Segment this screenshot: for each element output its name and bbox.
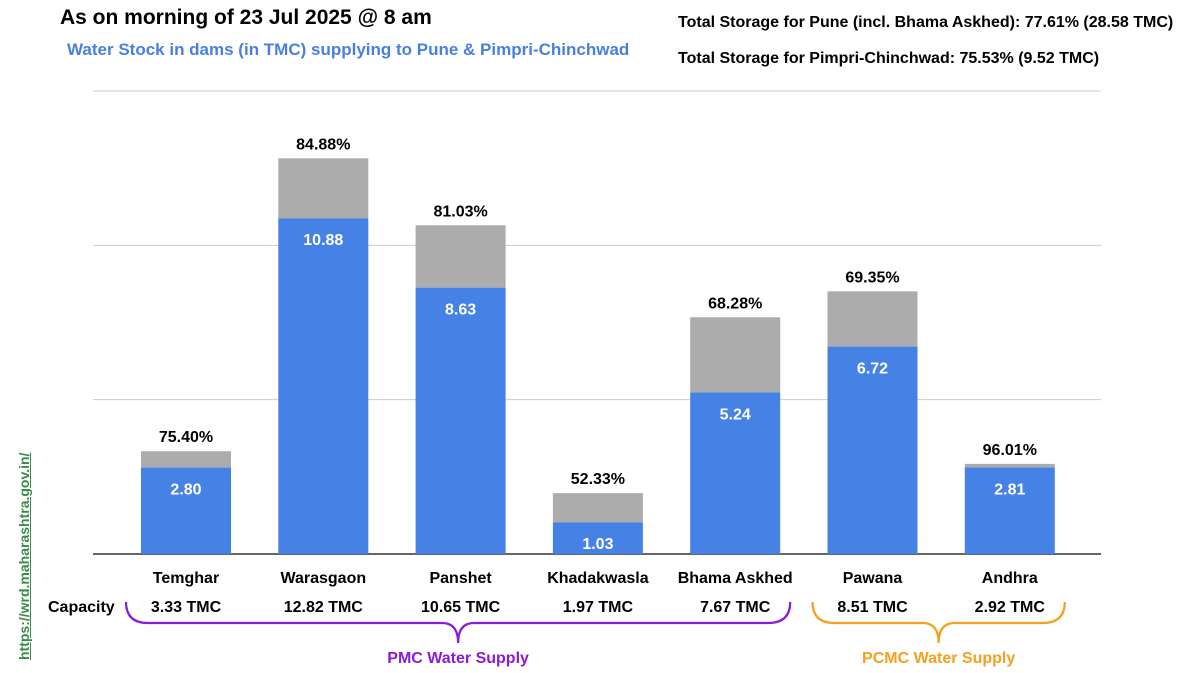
capacity-value-label: 10.65 TMC xyxy=(421,599,501,616)
category-label: Temghar xyxy=(153,570,219,587)
stock-value-label: 10.88 xyxy=(303,232,343,249)
category-label: Andhra xyxy=(982,570,1038,587)
chart-subtitle: Water Stock in dams (in TMC) supplying t… xyxy=(67,40,630,59)
category-label: Panshet xyxy=(429,570,492,587)
percent-label: 68.28% xyxy=(708,295,762,312)
percent-label: 96.01% xyxy=(983,442,1037,459)
category-label: Pawana xyxy=(843,570,903,587)
capacity-value-label: 12.82 TMC xyxy=(284,599,364,616)
category-label: Warasgaon xyxy=(280,570,366,587)
chart-title: As on morning of 23 Jul 2025 @ 8 am xyxy=(60,6,432,29)
group-label: PCMC Water Supply xyxy=(862,650,1015,667)
bar-remaining xyxy=(278,158,369,219)
group-brace xyxy=(124,601,792,644)
bar-remaining xyxy=(827,291,918,347)
capacity-value-label: 1.97 TMC xyxy=(563,599,634,616)
stock-value-label: 6.72 xyxy=(857,361,888,378)
bar-remaining xyxy=(690,317,781,393)
category-label: Bhama Askhed xyxy=(678,570,793,587)
capacity-value-label: 8.51 TMC xyxy=(837,599,908,616)
group-label: PMC Water Supply xyxy=(387,650,529,667)
bar-remaining xyxy=(552,493,643,523)
bar-labels: 2.80 75.40% Temghar 3.33 TMC 10.88 84.88% Wara… xyxy=(151,136,1045,616)
group-braces: PMC Water Supply PCMC Water Supply xyxy=(124,601,1066,667)
bar-remaining xyxy=(415,225,506,288)
bar-remaining xyxy=(141,451,231,468)
stock-value-label: 2.80 xyxy=(170,482,201,499)
stock-value-label: 5.24 xyxy=(720,406,751,423)
percent-label: 84.88% xyxy=(296,136,350,153)
capacity-value-label: 3.33 TMC xyxy=(151,599,222,616)
bar-stock xyxy=(141,467,231,554)
bar-stock xyxy=(278,218,369,555)
pcmc-total-storage: Total Storage for Pimpri-Chinchwad: 75.5… xyxy=(678,50,1100,67)
stock-value-label: 1.03 xyxy=(582,536,613,553)
bars xyxy=(141,158,1055,555)
bar-stock xyxy=(690,392,781,554)
capacity-value-label: 2.92 TMC xyxy=(975,599,1046,616)
pune-total-storage: Total Storage for Pune (incl. Bhama Askh… xyxy=(678,14,1174,31)
capacity-label: Capacity xyxy=(48,599,115,616)
percent-label: 81.03% xyxy=(433,203,487,220)
percent-label: 75.40% xyxy=(159,429,213,446)
stock-value-label: 2.81 xyxy=(994,481,1025,498)
bar-stock xyxy=(964,467,1055,554)
bar-stock xyxy=(552,522,643,554)
bar-remaining xyxy=(964,463,1055,468)
bar-stock xyxy=(415,287,506,554)
bar-stock xyxy=(827,346,918,554)
percent-label: 69.35% xyxy=(845,269,899,286)
category-label: Khadakwasla xyxy=(547,570,648,587)
percent-label: 52.33% xyxy=(571,471,625,488)
stock-value-label: 8.63 xyxy=(445,302,476,319)
group-brace xyxy=(811,601,1066,644)
capacity-value-label: 7.67 TMC xyxy=(700,599,771,616)
